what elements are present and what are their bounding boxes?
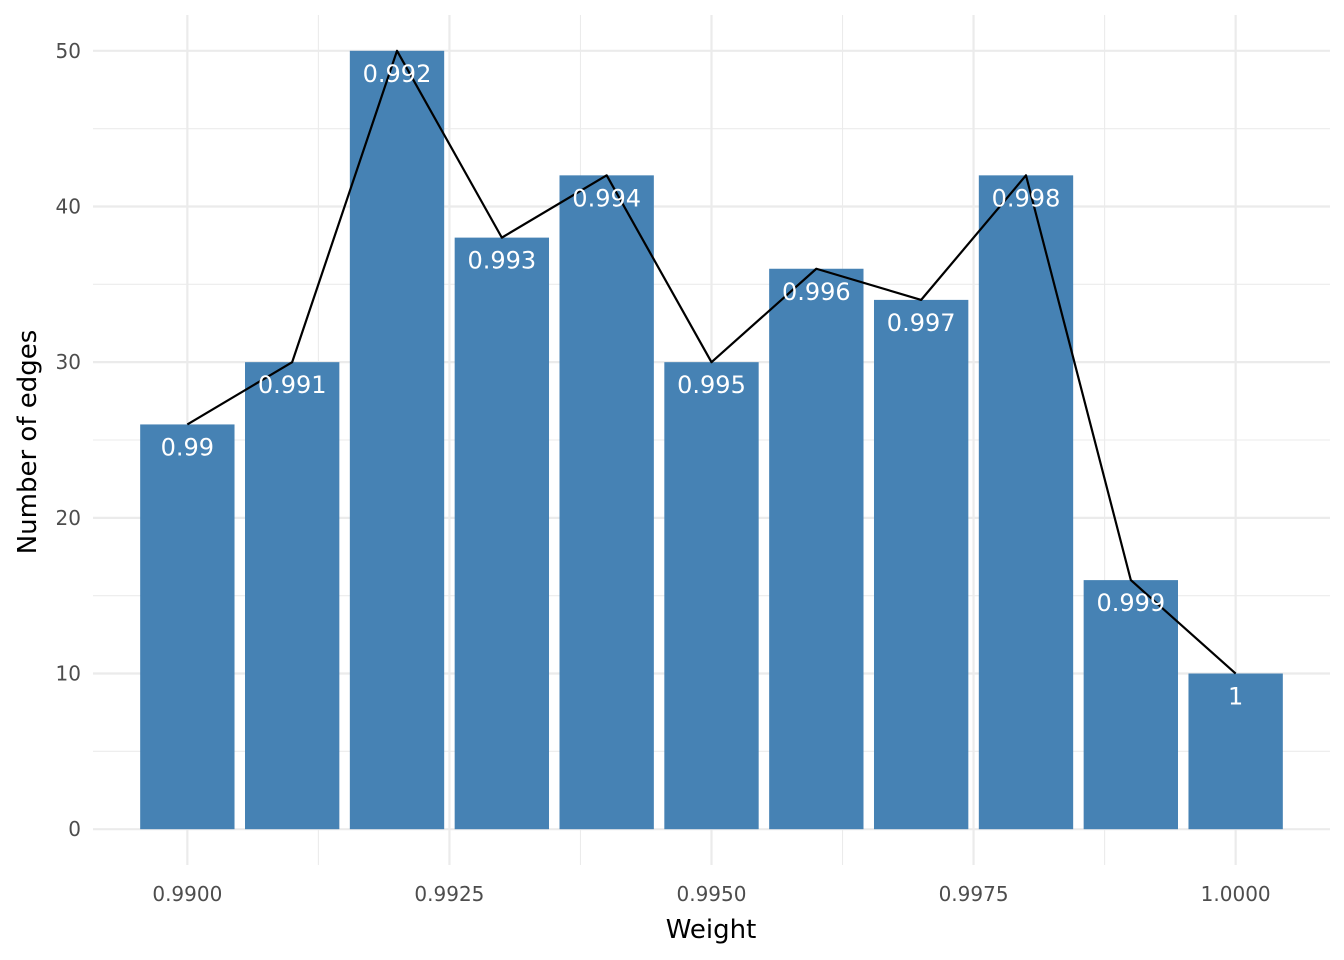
bar — [140, 424, 235, 830]
y-axis-title: Number of edges — [13, 330, 43, 555]
x-tick-label: 0.9900 — [152, 882, 222, 906]
bar-label: 0.993 — [467, 247, 536, 275]
bar-label: 0.996 — [782, 278, 851, 306]
x-tick-label: 0.9950 — [677, 882, 747, 906]
y-tick-label: 50 — [56, 39, 81, 63]
bar — [664, 362, 759, 830]
x-axis-ticks: 0.9900 0.9925 0.9950 0.9975 1.0000 — [152, 882, 1270, 906]
bar — [1188, 673, 1283, 830]
x-tick-label: 0.9925 — [414, 882, 484, 906]
bars — [140, 50, 1283, 830]
bar — [873, 299, 969, 830]
bar-label: 0.995 — [677, 371, 746, 399]
bar — [245, 362, 340, 830]
bar-label: 0.999 — [1096, 589, 1165, 617]
bar — [349, 50, 445, 830]
bar-label: 0.994 — [572, 184, 641, 212]
trend-line — [186, 49, 1237, 675]
y-tick-label: 20 — [56, 506, 81, 530]
y-axis-ticks: 0 10 20 30 40 50 — [56, 39, 81, 841]
x-tick-label: 0.9975 — [939, 882, 1009, 906]
bar — [978, 175, 1074, 830]
series-line — [186, 49, 1237, 675]
bar-label: 0.998 — [992, 184, 1061, 212]
bar — [559, 175, 654, 830]
bar-label: 0.991 — [258, 371, 327, 399]
y-tick-label: 0 — [68, 817, 81, 841]
bar-label: 0.99 — [161, 433, 214, 461]
bar-label: 0.997 — [887, 309, 956, 337]
y-tick-label: 40 — [56, 194, 81, 218]
bar-labels: 0.99 0.991 0.992 0.993 0.994 0.995 0.996 0.997 0… — [161, 60, 1244, 711]
x-tick-label: 1.0000 — [1201, 882, 1271, 906]
y-tick-label: 30 — [56, 350, 81, 374]
bar-label: 1 — [1228, 683, 1243, 711]
bar-label: 0.992 — [363, 60, 432, 88]
y-tick-label: 10 — [56, 662, 81, 686]
x-axis-title: Weight — [666, 915, 757, 945]
bar — [1083, 580, 1178, 830]
bar — [454, 237, 550, 830]
bar — [769, 268, 864, 830]
